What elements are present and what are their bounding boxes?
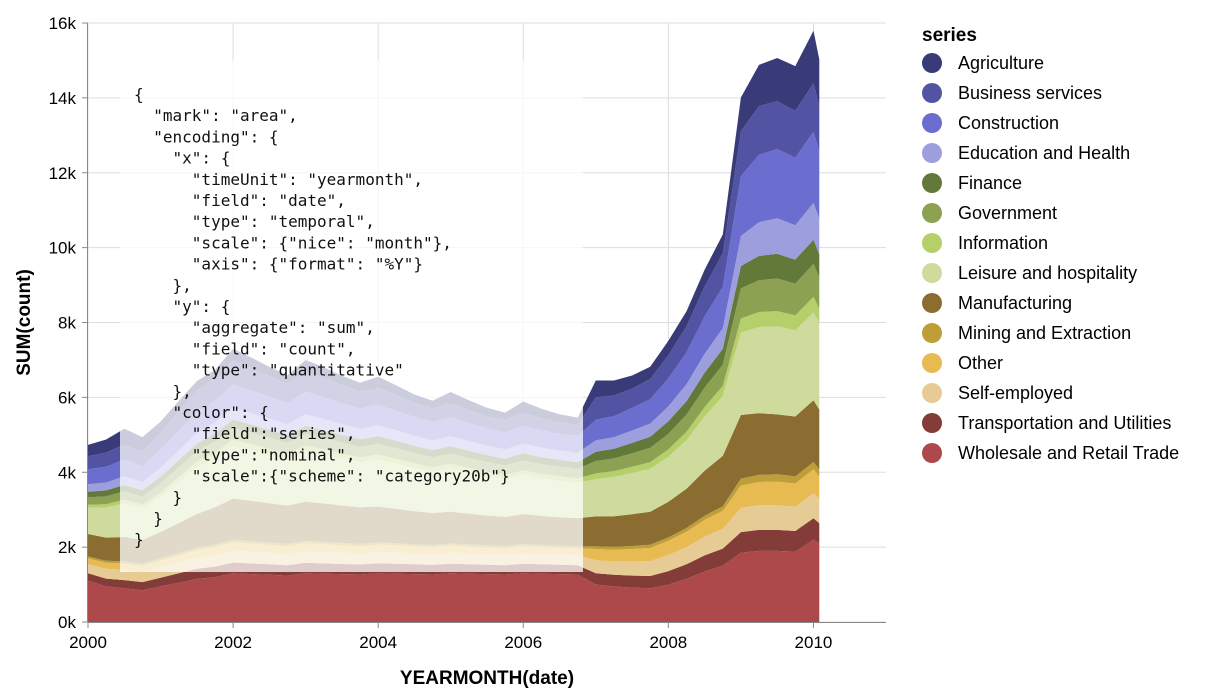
y-tick-label: 8k <box>58 314 76 333</box>
y-axis-title: SUM(count) <box>14 269 35 376</box>
spec-line: }, <box>134 276 192 295</box>
x-tick-label: 2006 <box>504 633 542 652</box>
legend-swatch <box>922 263 942 283</box>
legend-label: Agriculture <box>958 53 1044 73</box>
y-axis: 0k 2k 4k 6k 8k 10k 12k 14k 16k <box>49 14 88 632</box>
legend-swatch <box>922 233 942 253</box>
legend-swatch <box>922 173 942 193</box>
legend-swatch <box>922 293 942 313</box>
y-tick-label: 16k <box>49 14 77 33</box>
legend-swatch <box>922 353 942 373</box>
legend-label: Other <box>958 353 1003 373</box>
legend-label: Wholesale and Retail Trade <box>958 443 1179 463</box>
spec-line: "timeUnit": "yearmonth", <box>134 170 423 189</box>
y-tick-label: 4k <box>58 463 76 482</box>
x-tick-label: 2008 <box>649 633 687 652</box>
x-tick-label: 2010 <box>795 633 833 652</box>
legend-label: Mining and Extraction <box>958 323 1131 343</box>
spec-line: "color": { <box>134 403 269 422</box>
x-tick-label: 2002 <box>214 633 252 652</box>
spec-line: { <box>134 85 144 104</box>
spec-line: "scale":{"scheme": "category20b"} <box>134 467 510 486</box>
y-tick-label: 12k <box>49 164 77 183</box>
spec-line: } <box>134 530 144 549</box>
legend-swatch <box>922 83 942 103</box>
legend-swatch <box>922 443 942 463</box>
spec-line: "type": "quantitative" <box>134 361 404 380</box>
spec-line: "type": "temporal", <box>134 212 375 231</box>
legend-swatch <box>922 203 942 223</box>
spec-overlay-panel <box>120 60 583 572</box>
x-tick-label: 2004 <box>359 633 397 652</box>
y-tick-label: 14k <box>49 89 77 108</box>
spec-line: "aggregate": "sum", <box>134 318 375 337</box>
spec-line: "y": { <box>134 297 230 316</box>
spec-line: "scale": {"nice": "month"}, <box>134 233 452 252</box>
x-axis-title: YEARMONTH(date) <box>400 668 574 689</box>
area-wholesale-and-retail-trade <box>88 539 820 622</box>
legend-label: Construction <box>958 113 1059 133</box>
y-tick-label: 0k <box>58 613 76 632</box>
legend-label: Government <box>958 203 1057 223</box>
legend-label: Business services <box>958 83 1102 103</box>
spec-line: "field": "count", <box>134 339 356 358</box>
spec-line: "field":"series", <box>134 424 356 443</box>
legend-label: Information <box>958 233 1048 253</box>
legend-swatch <box>922 143 942 163</box>
y-tick-label: 6k <box>58 388 76 407</box>
legend-swatch <box>922 113 942 133</box>
legend-title: series <box>922 25 977 46</box>
legend-label: Transportation and Utilities <box>958 413 1171 433</box>
spec-line: "axis": {"format": "%Y"} <box>134 255 423 274</box>
x-axis: 2000 2002 2004 2006 2008 2010 <box>69 622 886 652</box>
y-tick-label: 2k <box>58 538 76 557</box>
spec-line: } <box>134 488 182 507</box>
legend-label: Leisure and hospitality <box>958 263 1137 283</box>
legend-swatch <box>922 413 942 433</box>
spec-line: "x": { <box>134 149 230 168</box>
legend-label: Education and Health <box>958 143 1130 163</box>
spec-line: "type":"nominal", <box>134 445 356 464</box>
area-transportation-and-utilities <box>88 518 820 591</box>
legend-swatch <box>922 323 942 343</box>
legend-label: Self-employed <box>958 383 1073 403</box>
spec-line: "field": "date", <box>134 191 346 210</box>
legend-swatch <box>922 53 942 73</box>
y-tick-label: 10k <box>49 239 77 258</box>
spec-line: "encoding": { <box>134 127 279 146</box>
spec-line: } <box>134 509 163 528</box>
spec-line: "mark": "area", <box>134 106 298 125</box>
legend-label: Finance <box>958 173 1022 193</box>
legend-swatch <box>922 383 942 403</box>
x-tick-label: 2000 <box>69 633 107 652</box>
spec-overlay-text: { "mark": "area", "encoding": { "x": { "… <box>134 85 510 549</box>
spec-line: }, <box>134 382 192 401</box>
legend-label: Manufacturing <box>958 293 1072 313</box>
legend: series Agriculture Business services Const… <box>922 25 1179 463</box>
